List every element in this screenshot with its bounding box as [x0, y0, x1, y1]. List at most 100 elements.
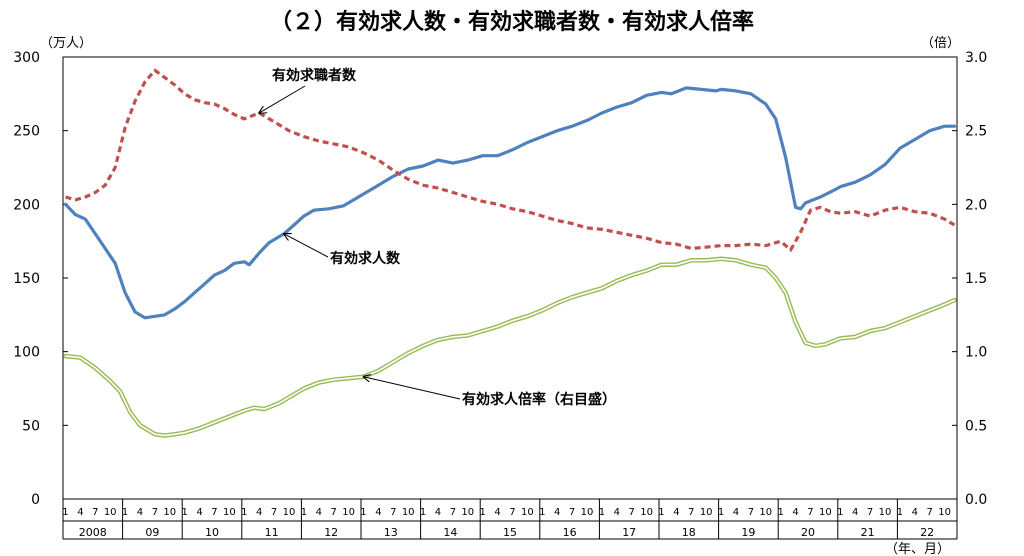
- right-axis-unit: （倍）: [921, 36, 960, 51]
- series-line-3: [63, 256, 957, 438]
- month-tick-label: 4: [77, 507, 83, 518]
- annotation-arrow: [259, 85, 306, 113]
- right-tick-label: 0.5: [965, 418, 987, 434]
- month-tick-label: 10: [700, 507, 713, 518]
- month-tick-label: 7: [92, 507, 98, 518]
- month-tick-label: 4: [375, 507, 381, 518]
- month-tick-label: 4: [494, 507, 500, 518]
- month-tick-label: 1: [599, 507, 605, 518]
- month-tick-label: 10: [879, 507, 892, 518]
- year-label: 11: [265, 526, 279, 539]
- month-tick-label: 1: [479, 507, 485, 518]
- right-tick-label: 2.0: [965, 197, 987, 213]
- month-tick-label: 4: [912, 507, 918, 518]
- month-tick-label: 10: [402, 507, 415, 518]
- axes: 0 50 100 150 200 250 300 0.0 0.5 1.0 1.5 2.0 2.5 3.0 1…: [13, 50, 987, 540]
- year-label: 17: [622, 526, 636, 539]
- left-tick-label: 0: [31, 492, 40, 508]
- year-label: 10: [205, 526, 219, 539]
- month-tick-label: 1: [837, 507, 843, 518]
- month-tick-label: 10: [104, 507, 117, 518]
- month-tick-label: 10: [581, 507, 594, 518]
- month-tick-label: 4: [435, 507, 441, 518]
- left-tick-label: 300: [13, 50, 40, 66]
- month-tick-label: 10: [342, 507, 355, 518]
- month-tick-label: 10: [461, 507, 474, 518]
- series-line-2: [65, 68, 956, 252]
- month-tick-label: 1: [301, 507, 307, 518]
- month-tick-label: 7: [509, 507, 515, 518]
- right-tick-label: 3.0: [965, 50, 987, 66]
- month-tick-label: 1: [420, 507, 426, 518]
- annotation-label: 有効求職者数: [272, 67, 357, 84]
- year-label: 21: [861, 526, 875, 539]
- month-tick-label: 4: [673, 507, 679, 518]
- month-tick-label: 7: [688, 507, 694, 518]
- year-label: 18: [682, 526, 696, 539]
- month-tick-label: 7: [152, 507, 158, 518]
- month-tick-label: 4: [792, 507, 798, 518]
- month-tick-label: 4: [852, 507, 858, 518]
- month-tick-label: 1: [718, 507, 724, 518]
- month-tick-label: 4: [554, 507, 560, 518]
- month-tick-label: 7: [628, 507, 634, 518]
- year-label: 2008: [79, 526, 107, 539]
- series-lines: [63, 68, 957, 438]
- year-label: 15: [503, 526, 517, 539]
- annotation-arrow: [284, 234, 329, 258]
- x-axis-unit: （年、月）: [885, 542, 950, 556]
- month-tick-label: 4: [316, 507, 322, 518]
- month-tick-label: 7: [390, 507, 396, 518]
- year-label: 20: [801, 526, 815, 539]
- left-axis-unit: （万人）: [40, 36, 92, 51]
- month-tick-label: 1: [360, 507, 366, 518]
- year-label: 22: [920, 526, 934, 539]
- month-tick-label: 4: [196, 507, 202, 518]
- series-line-3-core: [64, 258, 956, 437]
- month-tick-label: 4: [733, 507, 739, 518]
- month-tick-label: 7: [807, 507, 813, 518]
- month-tick-label: 1: [539, 507, 545, 518]
- left-tick-label: 50: [22, 418, 40, 434]
- month-tick-label: 7: [271, 507, 277, 518]
- month-tick-label: 7: [330, 507, 336, 518]
- month-tick-label: 10: [163, 507, 176, 518]
- chart-title: （２）有効求人数・有効求職者数・有効求人倍率: [270, 9, 754, 35]
- year-label: 19: [741, 526, 755, 539]
- right-tick-label: 2.5: [965, 124, 987, 140]
- year-label: 09: [145, 526, 159, 539]
- month-tick-label: 7: [748, 507, 754, 518]
- month-tick-label: 10: [819, 507, 832, 518]
- month-tick-label: 10: [223, 507, 236, 518]
- year-label: 16: [563, 526, 577, 539]
- month-tick-label: 4: [137, 507, 143, 518]
- left-tick-label: 250: [13, 124, 40, 140]
- right-tick-label: 1.0: [965, 345, 987, 361]
- month-tick-label: 10: [759, 507, 772, 518]
- month-tick-label: 7: [569, 507, 575, 518]
- annotation-label: 有効求人数: [330, 250, 401, 267]
- left-tick-label: 100: [13, 345, 40, 361]
- right-tick-label: 1.5: [965, 271, 987, 287]
- month-tick-label: 7: [450, 507, 456, 518]
- month-tick-label: 1: [62, 507, 68, 518]
- plot-frame: [62, 56, 958, 500]
- month-tick-label: 1: [241, 507, 247, 518]
- left-tick-label: 200: [13, 197, 40, 213]
- month-tick-label: 1: [122, 507, 128, 518]
- month-tick-label: 10: [640, 507, 653, 518]
- month-tick-label: 10: [283, 507, 296, 518]
- month-tick-label: 7: [867, 507, 873, 518]
- month-tick-label: 7: [926, 507, 932, 518]
- month-tick-label: 4: [256, 507, 262, 518]
- month-tick-label: 7: [211, 507, 217, 518]
- year-label: 14: [443, 526, 457, 539]
- annotation-arrow: [363, 377, 461, 400]
- right-tick-label: 0.0: [965, 492, 987, 508]
- year-label: 12: [324, 526, 338, 539]
- left-tick-label: 150: [13, 271, 40, 287]
- month-tick-label: 1: [181, 507, 187, 518]
